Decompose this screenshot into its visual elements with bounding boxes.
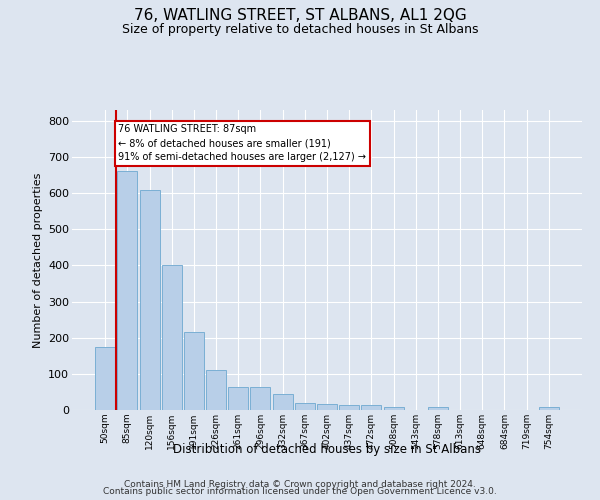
- Bar: [228, 386, 248, 410]
- Bar: [250, 386, 271, 410]
- Text: 76, WATLING STREET, ST ALBANS, AL1 2QG: 76, WATLING STREET, ST ALBANS, AL1 2QG: [134, 8, 466, 22]
- Bar: [184, 332, 204, 410]
- Bar: [339, 404, 359, 410]
- Bar: [162, 266, 182, 410]
- Text: 76 WATLING STREET: 87sqm
← 8% of detached houses are smaller (191)
91% of semi-d: 76 WATLING STREET: 87sqm ← 8% of detache…: [118, 124, 367, 162]
- Text: Size of property relative to detached houses in St Albans: Size of property relative to detached ho…: [122, 22, 478, 36]
- Text: Contains HM Land Registry data © Crown copyright and database right 2024.: Contains HM Land Registry data © Crown c…: [124, 480, 476, 489]
- Bar: [295, 404, 315, 410]
- Bar: [95, 346, 115, 410]
- Bar: [118, 172, 137, 410]
- Bar: [539, 408, 559, 410]
- Text: Contains public sector information licensed under the Open Government Licence v3: Contains public sector information licen…: [103, 488, 497, 496]
- Bar: [317, 404, 337, 410]
- Text: Distribution of detached houses by size in St Albans: Distribution of detached houses by size …: [173, 442, 481, 456]
- Y-axis label: Number of detached properties: Number of detached properties: [32, 172, 43, 348]
- Bar: [272, 394, 293, 410]
- Bar: [361, 405, 382, 410]
- Bar: [428, 406, 448, 410]
- Bar: [383, 408, 404, 410]
- Bar: [140, 190, 160, 410]
- Bar: [206, 370, 226, 410]
